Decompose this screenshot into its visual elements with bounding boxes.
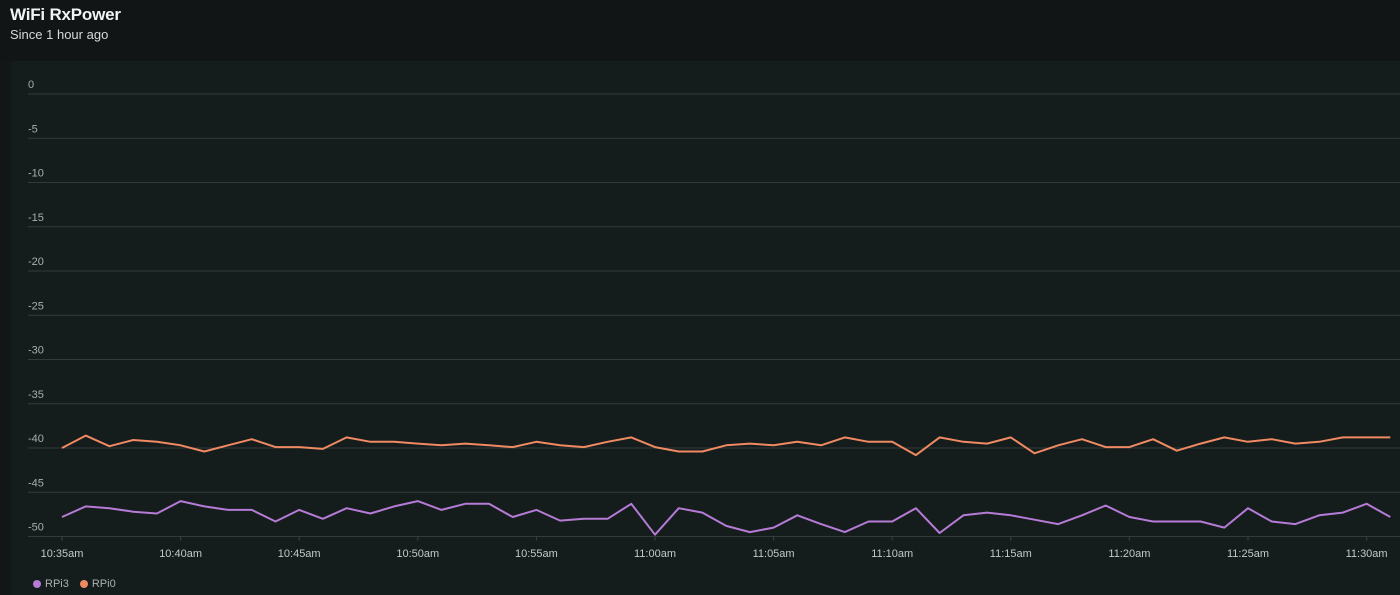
- y-tick-label: -25: [28, 300, 44, 312]
- chart-header: WiFi RxPower Since 1 hour ago: [0, 0, 1400, 60]
- x-tick-label: 10:45am: [278, 548, 321, 560]
- x-tick-label: 10:55am: [515, 548, 558, 560]
- y-tick-label: -10: [28, 168, 44, 180]
- x-tick-label: 10:40am: [159, 548, 202, 560]
- x-tick-label: 11:15am: [990, 548, 1032, 560]
- chart-legend: RPi3 RPi0: [33, 578, 116, 590]
- chart-panel: [11, 61, 1400, 595]
- x-tick-label: 10:35am: [41, 548, 84, 560]
- x-tick-label: 11:00am: [634, 548, 676, 560]
- y-tick-label: -45: [28, 477, 44, 489]
- x-tick-label: 11:10am: [871, 548, 913, 560]
- y-tick-label: -50: [28, 522, 44, 534]
- x-tick-label: 11:05am: [753, 548, 795, 560]
- legend-swatch: [33, 580, 41, 588]
- series-line-rpi3[interactable]: [61, 500, 1391, 536]
- y-tick-label: -20: [28, 256, 44, 268]
- x-tick-label: 10:50am: [396, 548, 439, 560]
- y-tick-label: -30: [28, 345, 44, 357]
- y-tick-label: -15: [28, 212, 44, 224]
- y-tick-label: -5: [28, 123, 38, 135]
- y-tick-label: -35: [28, 389, 44, 401]
- y-tick-label: -40: [28, 433, 44, 445]
- legend-item-rpi3[interactable]: RPi3: [33, 578, 69, 590]
- chart-subtitle: Since 1 hour ago: [10, 27, 109, 42]
- legend-label: RPi3: [45, 578, 69, 590]
- chart-title: WiFi RxPower: [10, 5, 121, 24]
- series-line-rpi0[interactable]: [61, 434, 1391, 457]
- y-tick-label: 0: [28, 79, 34, 91]
- x-tick-label: 11:30am: [1346, 548, 1388, 560]
- legend-label: RPi0: [91, 578, 116, 590]
- x-tick-label: 11:25am: [1227, 548, 1269, 560]
- legend-swatch: [79, 580, 88, 588]
- legend-item-rpi0[interactable]: RPi0: [79, 578, 116, 590]
- x-tick-label: 11:20am: [1108, 548, 1150, 560]
